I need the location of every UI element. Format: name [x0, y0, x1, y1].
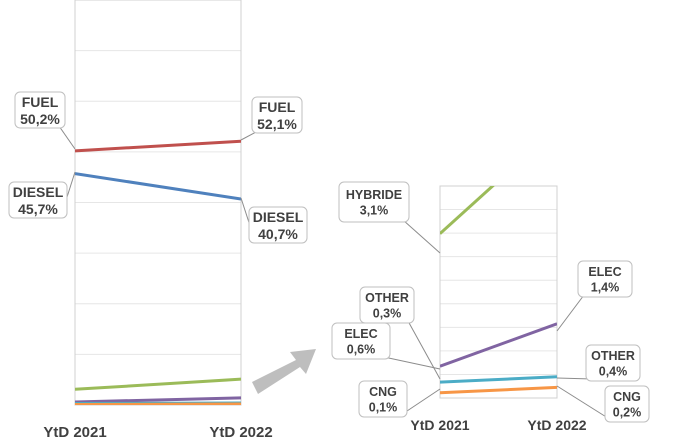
callout-box	[359, 286, 415, 324]
chart-panel-2: HYBRIDE 3,1% ELEC 0,6% ELEC 1,4% OTHER 0,3% OTHE…	[331, 181, 650, 433]
callout-value-label: 1,4%	[591, 281, 620, 295]
callout-box	[14, 91, 66, 129]
callout-series-name: DIESEL	[13, 184, 64, 200]
callout-leader	[383, 356, 441, 370]
callout-series-name: FUEL	[259, 99, 296, 115]
callout-leader	[402, 219, 441, 254]
callout-series-name: ELEC	[588, 265, 621, 279]
callout-series-name: CNG	[613, 390, 641, 404]
callout-box	[251, 96, 303, 134]
zoom-arrow-icon	[252, 349, 316, 394]
category-label: YtD 2021	[43, 424, 106, 441]
category-label: YtD 2022	[527, 417, 586, 433]
callout-box	[331, 322, 391, 360]
category-label: YtD 2022	[209, 424, 272, 441]
callout-series-name: OTHER	[591, 349, 635, 363]
callout-value-label: 0,2%	[613, 406, 642, 420]
series-line-fuel	[75, 139, 241, 153]
callout-leader	[407, 320, 441, 380]
callout-value-label: 40,7%	[258, 226, 298, 242]
callout-series-name: FUEL	[22, 94, 59, 110]
series-line-hybride	[440, 186, 495, 235]
series-line-other	[440, 375, 557, 384]
series-line-diesel	[75, 172, 241, 201]
callout-value-label: 3,1%	[360, 204, 389, 218]
callout-series-name: DIESEL	[253, 209, 304, 225]
callout-value-label: 52,1%	[257, 116, 297, 132]
category-label: YtD 2021	[410, 417, 469, 433]
callout-value-label: 0,1%	[369, 401, 398, 415]
series-line-cng	[440, 385, 557, 395]
series-line-unnamed-2	[75, 377, 241, 391]
series-line-unnamed-5	[75, 402, 241, 405]
callout-leader	[58, 125, 76, 150]
callout-value-label: 45,7%	[18, 201, 58, 217]
callout-box	[604, 385, 650, 423]
callout-leader	[556, 385, 612, 421]
callout-series-name: ELEC	[344, 327, 377, 341]
callout-series-name: HYBRIDE	[346, 188, 402, 202]
callout-box	[585, 344, 641, 382]
callout-box	[358, 380, 408, 418]
series-line-elec	[440, 322, 557, 368]
series-line-unnamed-3	[75, 396, 241, 404]
callout-series-name: OTHER	[365, 291, 409, 305]
callout-leader	[556, 377, 593, 380]
callout-box	[338, 181, 410, 223]
callout-box	[8, 181, 68, 219]
callout-value-label: 0,3%	[373, 307, 402, 321]
callout-box	[248, 206, 308, 244]
callout-value-label: 50,2%	[20, 111, 60, 127]
callout-series-name: CNG	[369, 385, 397, 399]
callout-value-label: 0,6%	[347, 343, 376, 357]
plot-frame	[439, 185, 558, 399]
callout-value-label: 0,4%	[599, 365, 628, 379]
callout-leader	[556, 294, 585, 332]
callout-box	[577, 260, 633, 298]
